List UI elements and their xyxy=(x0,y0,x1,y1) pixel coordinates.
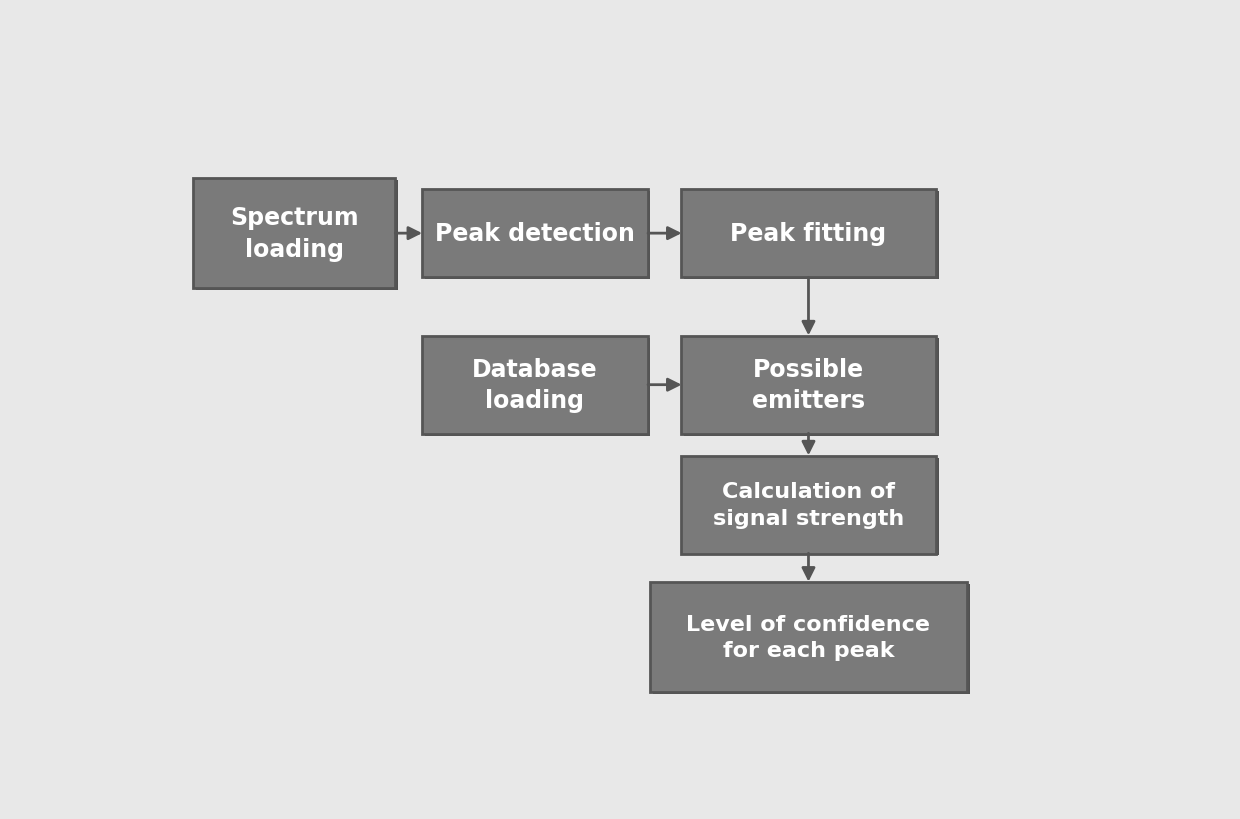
Text: Peak fitting: Peak fitting xyxy=(730,222,887,246)
Text: Peak detection: Peak detection xyxy=(435,222,635,246)
FancyBboxPatch shape xyxy=(681,337,936,434)
Text: Spectrum
loading: Spectrum loading xyxy=(231,206,358,261)
FancyBboxPatch shape xyxy=(681,456,936,554)
FancyBboxPatch shape xyxy=(196,180,398,291)
FancyBboxPatch shape xyxy=(424,338,651,436)
FancyBboxPatch shape xyxy=(684,338,939,436)
FancyBboxPatch shape xyxy=(422,337,647,434)
FancyBboxPatch shape xyxy=(193,179,396,289)
FancyBboxPatch shape xyxy=(650,582,967,693)
FancyBboxPatch shape xyxy=(424,192,651,280)
FancyBboxPatch shape xyxy=(684,458,939,556)
Text: Possible
emitters: Possible emitters xyxy=(751,357,866,413)
FancyBboxPatch shape xyxy=(684,192,939,280)
Text: Database
loading: Database loading xyxy=(471,357,598,413)
FancyBboxPatch shape xyxy=(422,190,647,278)
FancyBboxPatch shape xyxy=(681,190,936,278)
Text: Level of confidence
for each peak: Level of confidence for each peak xyxy=(687,614,930,661)
Text: Calculation of
signal strength: Calculation of signal strength xyxy=(713,482,904,528)
FancyBboxPatch shape xyxy=(652,584,970,695)
